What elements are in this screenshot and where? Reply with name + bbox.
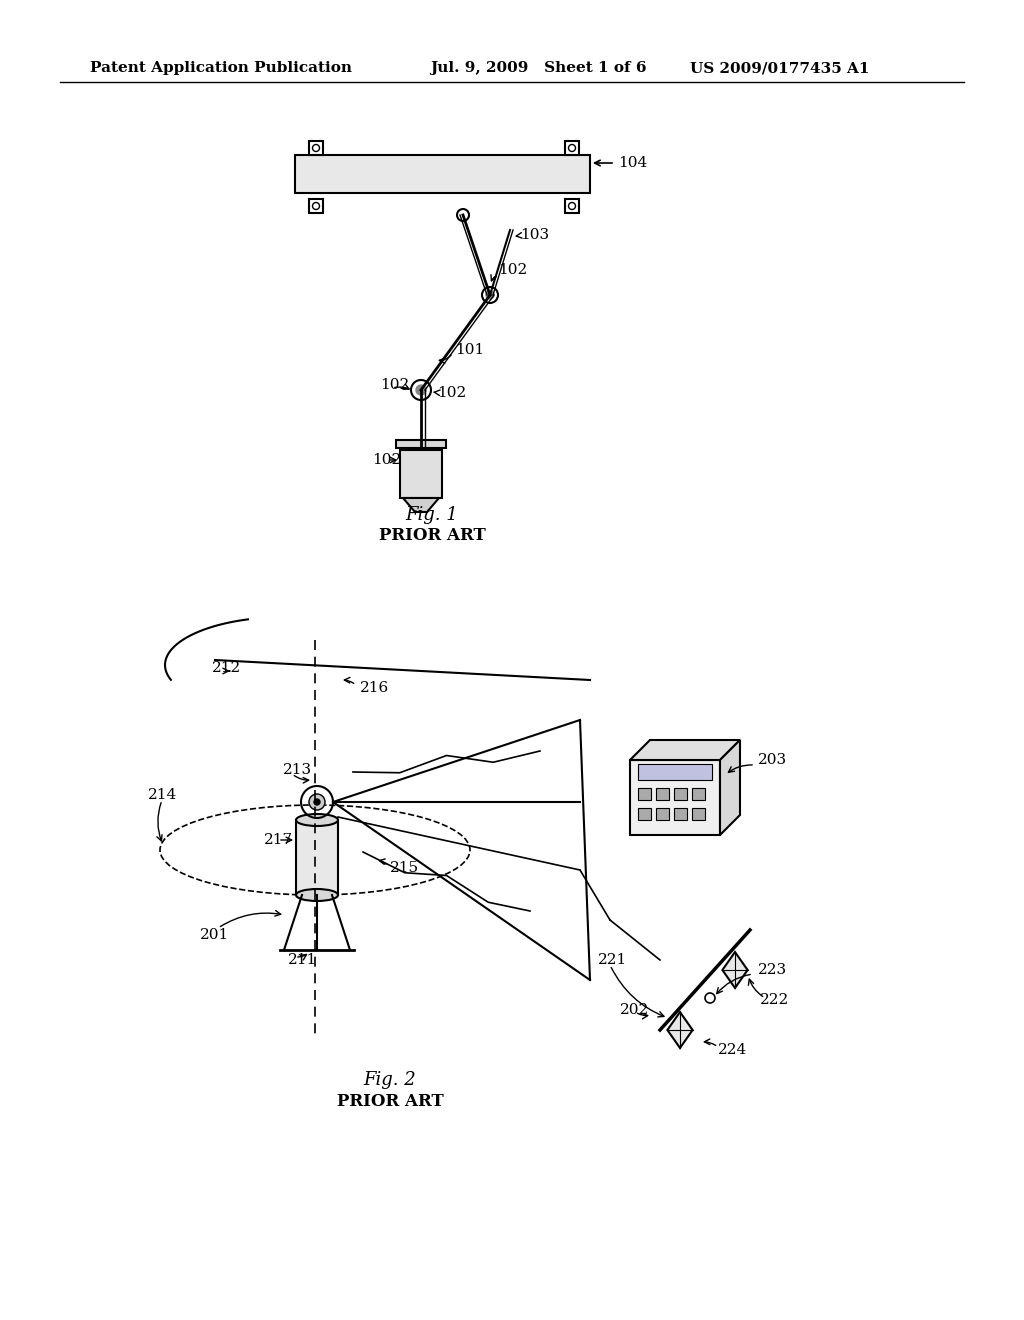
Bar bbox=[656, 808, 669, 820]
Text: 217: 217 bbox=[264, 833, 293, 847]
Text: PRIOR ART: PRIOR ART bbox=[337, 1093, 443, 1110]
Text: 211: 211 bbox=[288, 953, 317, 968]
Text: 202: 202 bbox=[620, 1003, 649, 1016]
Bar bbox=[396, 440, 446, 447]
Bar bbox=[674, 788, 687, 800]
Polygon shape bbox=[722, 952, 748, 987]
Ellipse shape bbox=[296, 888, 338, 902]
Bar bbox=[400, 450, 442, 498]
Circle shape bbox=[314, 799, 319, 805]
Text: Jul. 9, 2009   Sheet 1 of 6: Jul. 9, 2009 Sheet 1 of 6 bbox=[430, 61, 646, 75]
Text: Fig. 2: Fig. 2 bbox=[364, 1071, 417, 1089]
Polygon shape bbox=[403, 498, 439, 512]
Bar bbox=[309, 141, 323, 154]
Text: 216: 216 bbox=[360, 681, 389, 696]
Ellipse shape bbox=[296, 814, 338, 826]
Circle shape bbox=[486, 290, 494, 300]
Bar bbox=[295, 154, 590, 193]
Polygon shape bbox=[668, 1012, 692, 1048]
Text: 212: 212 bbox=[212, 661, 242, 675]
Text: 101: 101 bbox=[455, 343, 484, 356]
Bar bbox=[638, 808, 651, 820]
Text: 213: 213 bbox=[283, 763, 312, 777]
Bar bbox=[638, 788, 651, 800]
Text: 215: 215 bbox=[390, 861, 419, 875]
Text: 223: 223 bbox=[758, 964, 787, 977]
Bar bbox=[565, 141, 579, 154]
Text: PRIOR ART: PRIOR ART bbox=[379, 527, 485, 544]
Bar bbox=[630, 760, 720, 836]
Polygon shape bbox=[630, 741, 740, 760]
Bar bbox=[296, 820, 338, 895]
Circle shape bbox=[309, 795, 325, 810]
Text: US 2009/0177435 A1: US 2009/0177435 A1 bbox=[690, 61, 869, 75]
Bar bbox=[674, 808, 687, 820]
Text: 103: 103 bbox=[520, 228, 549, 242]
Text: Patent Application Publication: Patent Application Publication bbox=[90, 61, 352, 75]
Text: 102: 102 bbox=[372, 453, 401, 467]
Text: 221: 221 bbox=[598, 953, 628, 968]
Bar bbox=[692, 808, 705, 820]
Text: 224: 224 bbox=[718, 1043, 748, 1057]
Text: 102: 102 bbox=[498, 263, 527, 277]
Bar bbox=[309, 199, 323, 213]
Bar bbox=[638, 764, 712, 780]
Text: 201: 201 bbox=[200, 928, 229, 942]
Text: 222: 222 bbox=[760, 993, 790, 1007]
Text: 104: 104 bbox=[618, 156, 647, 170]
Circle shape bbox=[416, 385, 426, 395]
Bar bbox=[565, 199, 579, 213]
Bar bbox=[656, 788, 669, 800]
Text: 203: 203 bbox=[758, 752, 787, 767]
Text: 214: 214 bbox=[148, 788, 177, 803]
Polygon shape bbox=[720, 741, 740, 836]
Bar bbox=[692, 788, 705, 800]
Text: 102: 102 bbox=[380, 378, 410, 392]
Text: Fig. 1: Fig. 1 bbox=[406, 506, 459, 524]
Text: 102: 102 bbox=[437, 385, 466, 400]
